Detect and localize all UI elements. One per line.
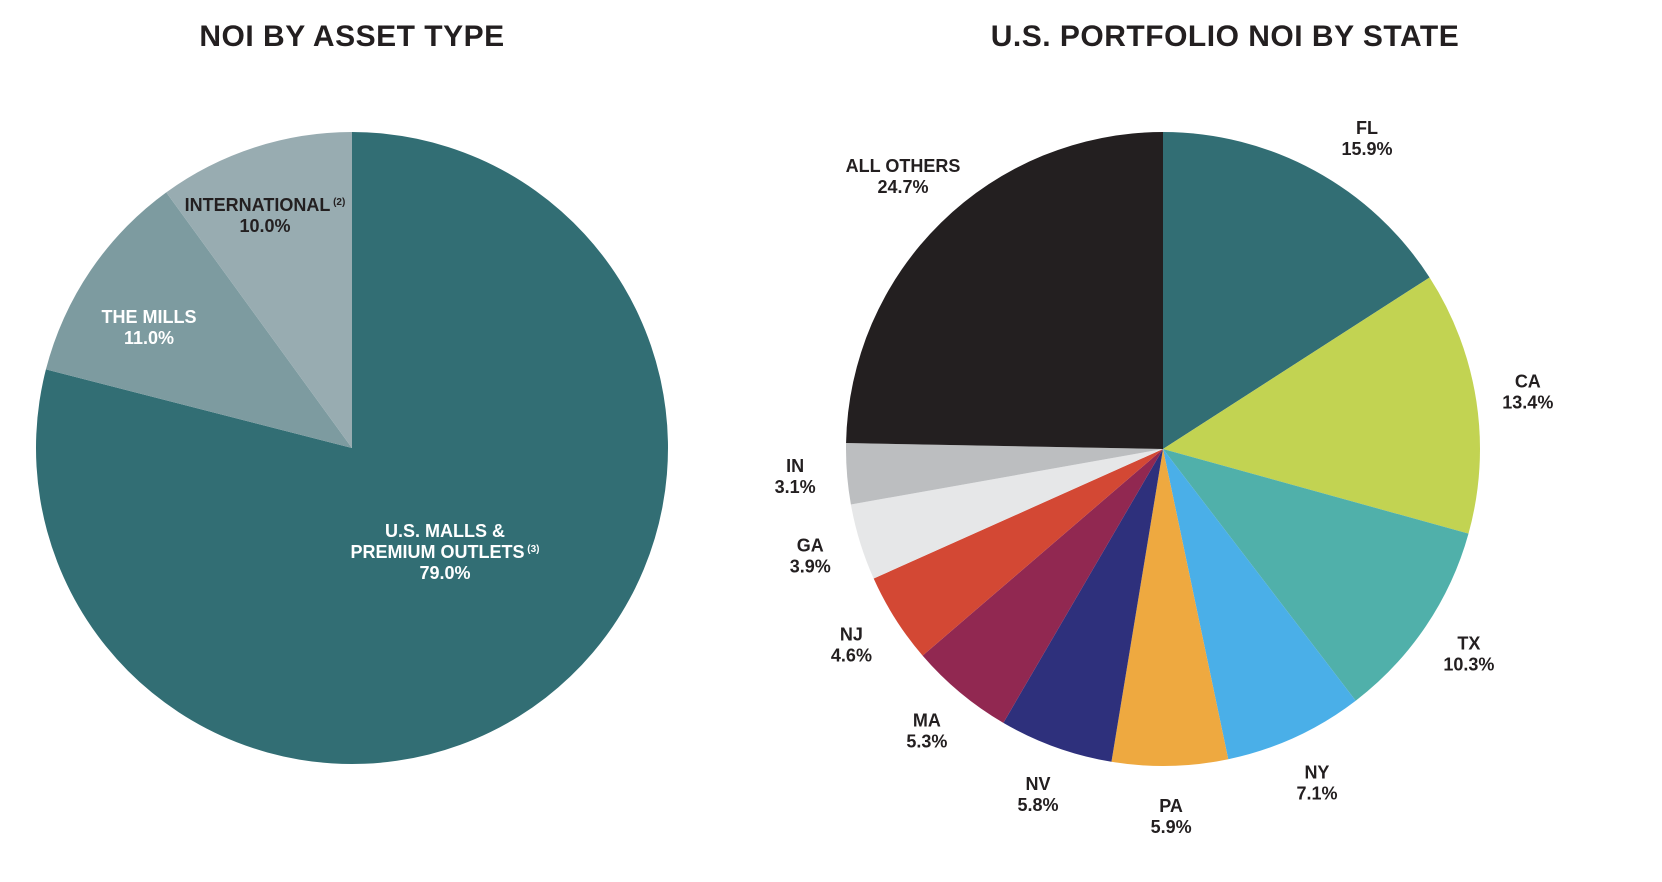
state-slice-tx [1163,449,1469,701]
state-slice-nj [873,449,1163,656]
asset-slice-international [166,132,352,448]
state-slice-fl [1163,132,1430,449]
state-slice-ny [1163,449,1356,760]
state-label-tx: TX 10.3% [1443,633,1494,674]
pie-state: FL 15.9% CA 13.4% TX 10.3% NY 7.1% PA 5.9% NV 5.8% M… [775,118,1554,837]
state-slice-nv [1003,449,1163,762]
asset-label-international: INTERNATIONAL (2) 10.0% [185,195,346,236]
state-label-ny: NY 7.1% [1296,762,1337,803]
state-label-fl: FL 15.9% [1341,118,1392,159]
asset-label-the-mills: THE MILLS 11.0% [102,307,197,348]
state-label-nv: NV 5.8% [1017,774,1058,815]
state-label-ma: MA 5.3% [906,711,947,752]
chart-title-asset-type: NOI BY ASSET TYPE [199,20,505,53]
state-slice-pa [1111,449,1229,767]
state-label-nj: NJ 4.6% [831,625,872,666]
state-slice-ca [1163,277,1480,534]
state-slice-in [846,443,1163,505]
asset-slice-the-mills [45,192,352,448]
state-slice-all-others [846,132,1163,449]
chart-title-state: U.S. PORTFOLIO NOI BY STATE [990,20,1460,53]
state-slice-ma [922,449,1163,723]
state-slice-ga [850,449,1163,579]
state-label-ga: GA 3.9% [790,536,831,577]
pie-asset-type: U.S. MALLS & PREMIUM OUTLETS (3) 79.0% THE … [36,132,668,764]
state-label-in: IN 3.1% [775,456,816,497]
state-label-pa: PA 5.9% [1151,796,1192,837]
state-label-ca: CA 13.4% [1502,372,1553,413]
asset-label-u-s-malls: U.S. MALLS & PREMIUM OUTLETS (3) 79.0% [351,521,540,583]
state-label-all-others: ALL OTHERS 24.7% [846,156,961,197]
